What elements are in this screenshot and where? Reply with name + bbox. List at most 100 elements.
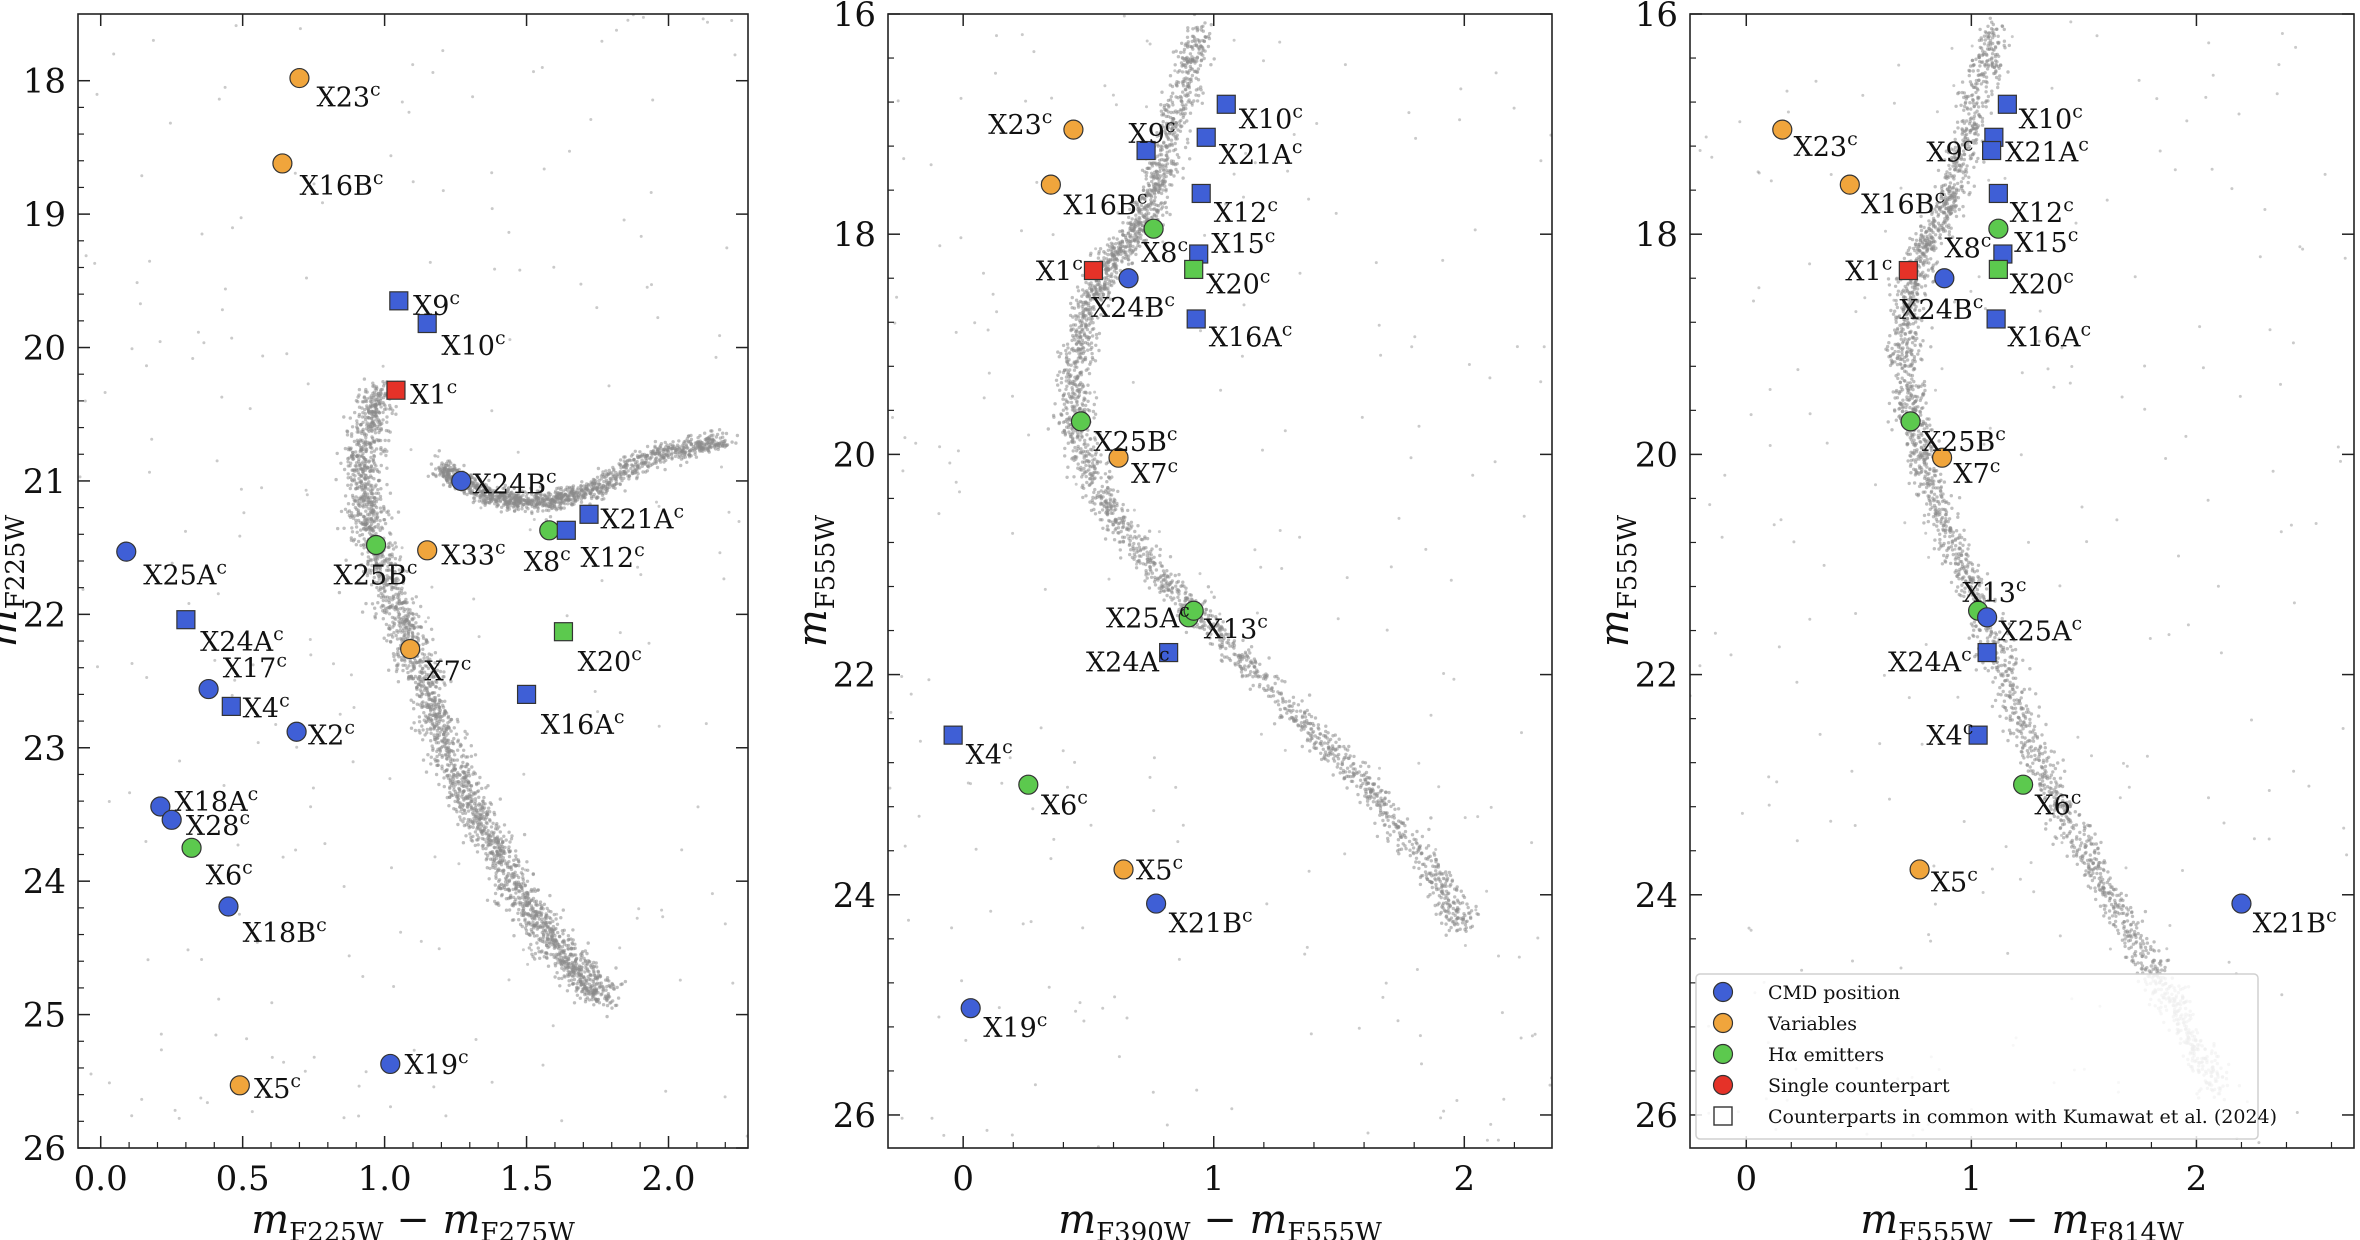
source-label-x12: X12c (2010, 194, 2074, 229)
source-label-id: X8 (1141, 238, 1177, 269)
source-marker-x1 (1083, 260, 1104, 281)
legend-label: Hα emitters (1768, 1044, 1884, 1066)
source-label-id: X1 (1036, 257, 1072, 288)
source-marker-x21b (1146, 893, 1167, 914)
y-tick-label: 22 (833, 656, 876, 696)
source-label-id: X13 (1204, 614, 1258, 645)
x-axis-label-m1: m (1860, 1197, 1898, 1240)
source-marker-x28 (161, 809, 182, 830)
cluster-star-cloud (888, 14, 1552, 1148)
source-label-sup: c (1242, 904, 1253, 926)
source-label-id: X19 (404, 1050, 458, 1081)
source-label-sup: c (1934, 185, 1945, 207)
source-label-sup: c (279, 690, 290, 712)
source-label-x7: X7c (1953, 455, 2000, 490)
source-label-id: X12 (581, 543, 635, 574)
source-marker-x10 (1997, 94, 2017, 114)
source-label-sup: c (631, 643, 642, 665)
source-label-x1: X1c (410, 376, 457, 411)
source-label-x13: X13c (1962, 574, 2026, 609)
y-tick-label: 20 (1635, 435, 1678, 475)
x-tick-label: 0.0 (74, 1159, 128, 1199)
source-label-x9: X9c (413, 287, 460, 322)
source-label-id: X7 (424, 656, 460, 687)
source-label-x21b: X21Bc (2253, 904, 2337, 939)
source-marker-x20 (1988, 259, 2008, 280)
source-label-sup: c (1260, 266, 1271, 288)
source-label-x24a: X24Ac (200, 623, 284, 658)
legend-marker-cmd (1712, 981, 1734, 1003)
source-label-sup: c (373, 167, 384, 189)
source-label-x6: X6c (1041, 786, 1088, 821)
source-marker-x21b (2231, 893, 2252, 914)
legend-box (1695, 973, 2259, 1140)
y-tick-label: 18 (833, 215, 876, 255)
source-label-id: X10 (441, 331, 495, 362)
source-label-sup: c (1265, 225, 1276, 247)
source-label-id: X21B (1169, 908, 1242, 939)
x-tick-label: 2 (1453, 1159, 1475, 1199)
source-marker-x21a (1196, 127, 1216, 147)
source-label-id: X15 (1211, 229, 1265, 260)
source-label-id: X10 (1239, 105, 1293, 136)
legend-marker-variable (1712, 1012, 1734, 1034)
y-tick-label: 21 (23, 462, 66, 502)
source-label-x6: X6c (2034, 786, 2081, 821)
source-label-sup: c (2016, 574, 2027, 596)
source-label-sup: c (614, 706, 625, 728)
source-label-sup: c (1995, 423, 2006, 445)
source-label-x25b: X25Bc (1922, 423, 2006, 458)
x-axis-label-band1: F390W (1096, 1218, 1191, 1240)
source-label-id: X25B (1922, 427, 1995, 458)
source-label-id: X21A (2005, 138, 2079, 169)
source-label-x6: X6c (206, 857, 253, 892)
x-axis-label-minus: − m (1993, 1197, 2090, 1240)
x-axis-label-band1: F225W (289, 1218, 384, 1240)
x-axis-label-band2: F555W (1287, 1218, 1382, 1240)
source-label-id: X13 (1962, 578, 2016, 609)
source-marker-x6 (181, 837, 202, 858)
source-label-sup: c (248, 783, 259, 805)
source-label-sup: c (461, 652, 472, 674)
source-label-x5: X5c (1136, 851, 1183, 886)
y-tick-label: 18 (23, 62, 66, 102)
source-label-sup: c (1961, 643, 1972, 665)
source-label-sup: c (1002, 736, 1013, 758)
y-tick-label: 20 (833, 435, 876, 475)
source-marker-x23 (1063, 119, 1084, 140)
source-label-id: X25A (1998, 617, 2072, 648)
source-label-sup: c (242, 857, 253, 879)
source-label-x12: X12c (581, 539, 645, 574)
source-label-x20: X20c (2010, 266, 2074, 301)
x-tick-label: 1.5 (500, 1159, 554, 1199)
source-label-x20: X20c (1206, 266, 1270, 301)
source-label-x16b: X16Bc (1861, 185, 1945, 220)
source-marker-x18a (150, 796, 171, 817)
source-label-x7: X7c (424, 652, 471, 687)
source-label-sup: c (1973, 291, 1984, 313)
source-label-id: X12 (1214, 198, 1268, 229)
source-label-id: X33 (441, 540, 495, 571)
source-label-sup: c (276, 650, 287, 672)
source-label-sup: c (1172, 851, 1183, 873)
source-label-id: X5 (1136, 855, 1172, 886)
source-marker-x8 (1143, 218, 1164, 239)
source-label-sup: c (1292, 136, 1303, 158)
plot-frame (1689, 13, 2355, 1149)
source-label-sup: c (1967, 864, 1978, 886)
y-axis-label-m: m (1592, 609, 1638, 647)
source-label-x18b: X18Bc (243, 914, 327, 949)
source-label-x16a: X16Ac (541, 706, 625, 741)
source-label-x1: X1c (1036, 253, 1083, 288)
source-label-x4: X4c (1926, 717, 1973, 752)
source-label-id: X21B (2253, 908, 2326, 939)
source-label-id: X23 (1794, 132, 1848, 163)
y-tick-label: 20 (23, 329, 66, 369)
source-marker-x6 (2013, 774, 2034, 795)
y-tick-label: 22 (23, 595, 66, 635)
source-label-id: X24B (1899, 295, 1972, 326)
y-axis-label-band: F225W (1, 515, 31, 610)
plot-frame (887, 13, 1553, 1149)
